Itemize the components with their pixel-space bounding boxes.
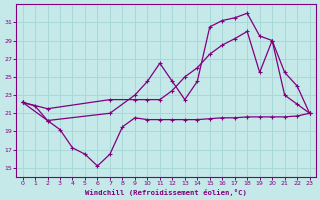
X-axis label: Windchill (Refroidissement éolien,°C): Windchill (Refroidissement éolien,°C): [85, 189, 247, 196]
